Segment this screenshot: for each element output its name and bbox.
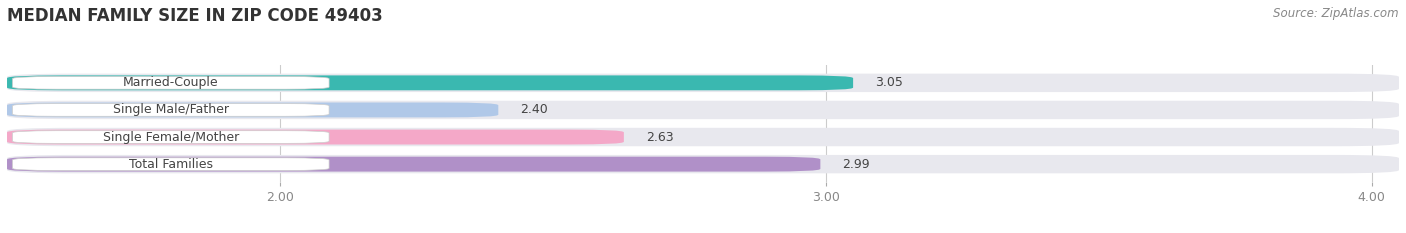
Text: 2.99: 2.99: [842, 158, 870, 171]
FancyBboxPatch shape: [13, 76, 329, 89]
FancyBboxPatch shape: [7, 101, 1399, 119]
FancyBboxPatch shape: [7, 103, 498, 117]
Text: Total Families: Total Families: [129, 158, 212, 171]
Text: 3.05: 3.05: [875, 76, 903, 89]
FancyBboxPatch shape: [13, 104, 329, 116]
FancyBboxPatch shape: [7, 75, 853, 90]
Text: 2.63: 2.63: [645, 130, 673, 144]
FancyBboxPatch shape: [7, 157, 820, 171]
Text: MEDIAN FAMILY SIZE IN ZIP CODE 49403: MEDIAN FAMILY SIZE IN ZIP CODE 49403: [7, 7, 382, 25]
Text: Source: ZipAtlas.com: Source: ZipAtlas.com: [1274, 7, 1399, 20]
FancyBboxPatch shape: [7, 128, 1399, 146]
FancyBboxPatch shape: [13, 131, 329, 143]
FancyBboxPatch shape: [7, 130, 624, 144]
Text: Married-Couple: Married-Couple: [122, 76, 218, 89]
Text: Single Male/Father: Single Male/Father: [112, 103, 229, 116]
FancyBboxPatch shape: [7, 155, 1399, 173]
Text: 2.40: 2.40: [520, 103, 548, 116]
FancyBboxPatch shape: [13, 158, 329, 171]
Text: Single Female/Mother: Single Female/Mother: [103, 130, 239, 144]
FancyBboxPatch shape: [7, 74, 1399, 92]
